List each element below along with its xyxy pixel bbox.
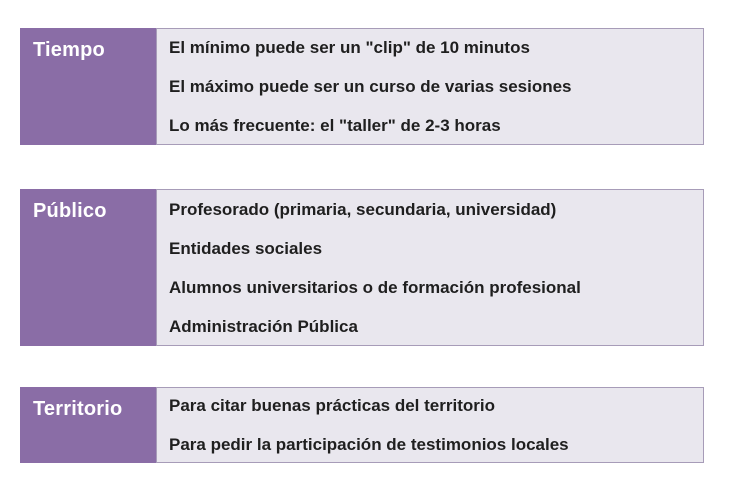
content-line: El mínimo puede ser un "clip" de 10 minu… [169,38,530,57]
content-line: Lo más frecuente: el "taller" de 2-3 hor… [169,116,501,135]
content-line: Entidades sociales [169,238,323,258]
section-label-territorio: Territorio [20,387,156,463]
section-content-publico: Profesorado (primaria, secundaria, unive… [156,189,704,346]
section-row-territorio: Territorio Para citar buenas prácticas d… [20,387,704,463]
section-label-tiempo: Tiempo [20,28,156,145]
section-row-publico: Público Profesorado (primaria, secundari… [20,189,704,346]
content-line: Administración Pública [169,316,358,336]
section-row-tiempo: Tiempo El mínimo puede ser un "clip" de … [20,28,704,145]
content-line: Para pedir la participación de testimoni… [169,435,569,454]
section-label-publico: Público [20,189,156,346]
content-line: Profesorado (primaria, secundaria, unive… [169,199,557,219]
content-line: Alumnos universitarios o de formación pr… [169,277,581,297]
section-content-territorio: Para citar buenas prácticas del territor… [156,387,704,463]
section-content-tiempo: El mínimo puede ser un "clip" de 10 minu… [156,28,704,145]
content-line: El máximo puede ser un curso de varias s… [169,77,572,96]
content-line: Para citar buenas prácticas del territor… [169,396,495,415]
